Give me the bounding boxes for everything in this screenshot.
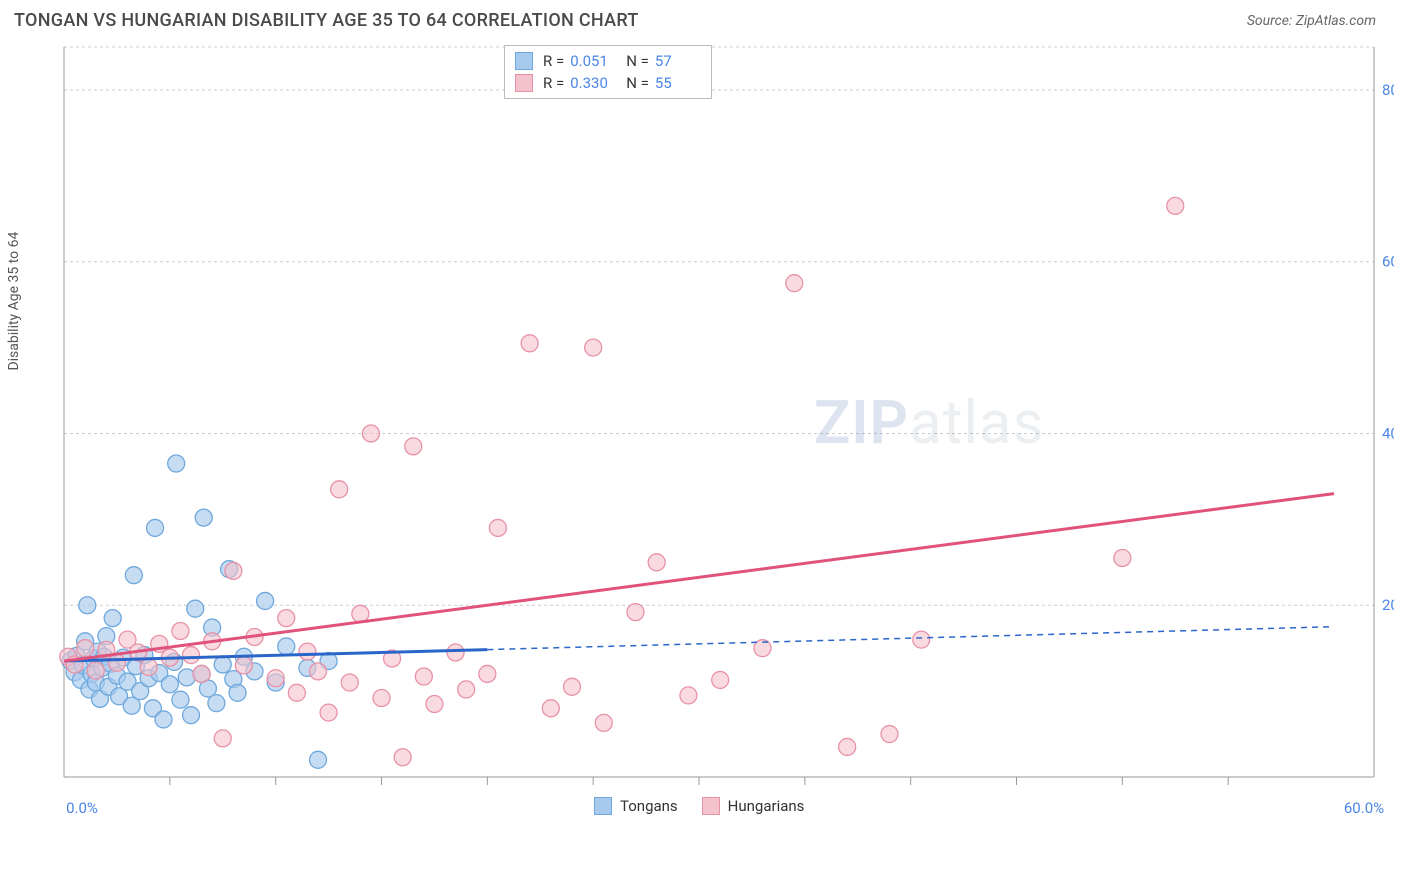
scatter-chart: 20.0% 40.0% 60.0% 80.0% 0.0% 60.0% xyxy=(54,37,1394,827)
svg-text:60.0%: 60.0% xyxy=(1344,799,1384,817)
stat-label: N = xyxy=(622,74,649,92)
chart-container: Disability Age 35 to 64 20.0%40.0%60.0%8… xyxy=(18,37,1396,827)
stat-r-value: 0.051 xyxy=(570,52,616,70)
stat-label: R = xyxy=(539,52,564,70)
series-swatch xyxy=(515,52,533,70)
stat-label: R = xyxy=(539,74,564,92)
svg-text:0.0%: 0.0% xyxy=(66,799,98,817)
stat-r-value: 0.330 xyxy=(570,74,616,92)
stats-legend-box: R = 0.051 N = 57 R = 0.330 N = 55 xyxy=(504,45,712,99)
y-axis-label: Disability Age 35 to 64 xyxy=(6,232,22,371)
svg-text:20.0%: 20.0% xyxy=(1382,596,1394,614)
source-label: Source: ZipAtlas.com xyxy=(1247,13,1376,29)
stats-row: R = 0.330 N = 55 xyxy=(515,72,701,94)
chart-title: TONGAN VS HUNGARIAN DISABILITY AGE 35 TO… xyxy=(14,10,639,31)
svg-text:80.0%: 80.0% xyxy=(1382,81,1394,99)
svg-text:40.0%: 40.0% xyxy=(1382,424,1394,442)
series-legend: Tongans Hungarians xyxy=(594,797,804,815)
series-swatch xyxy=(594,797,612,815)
legend-label: Tongans xyxy=(620,797,678,815)
stats-row: R = 0.051 N = 57 xyxy=(515,50,701,72)
series-swatch xyxy=(515,74,533,92)
legend-item: Hungarians xyxy=(702,797,805,815)
series-swatch xyxy=(702,797,720,815)
stat-n-value: 57 xyxy=(655,52,701,70)
legend-label: Hungarians xyxy=(728,797,805,815)
svg-text:60.0%: 60.0% xyxy=(1382,253,1394,271)
legend-item: Tongans xyxy=(594,797,678,815)
stat-label: N = xyxy=(622,52,649,70)
stat-n-value: 55 xyxy=(655,74,701,92)
